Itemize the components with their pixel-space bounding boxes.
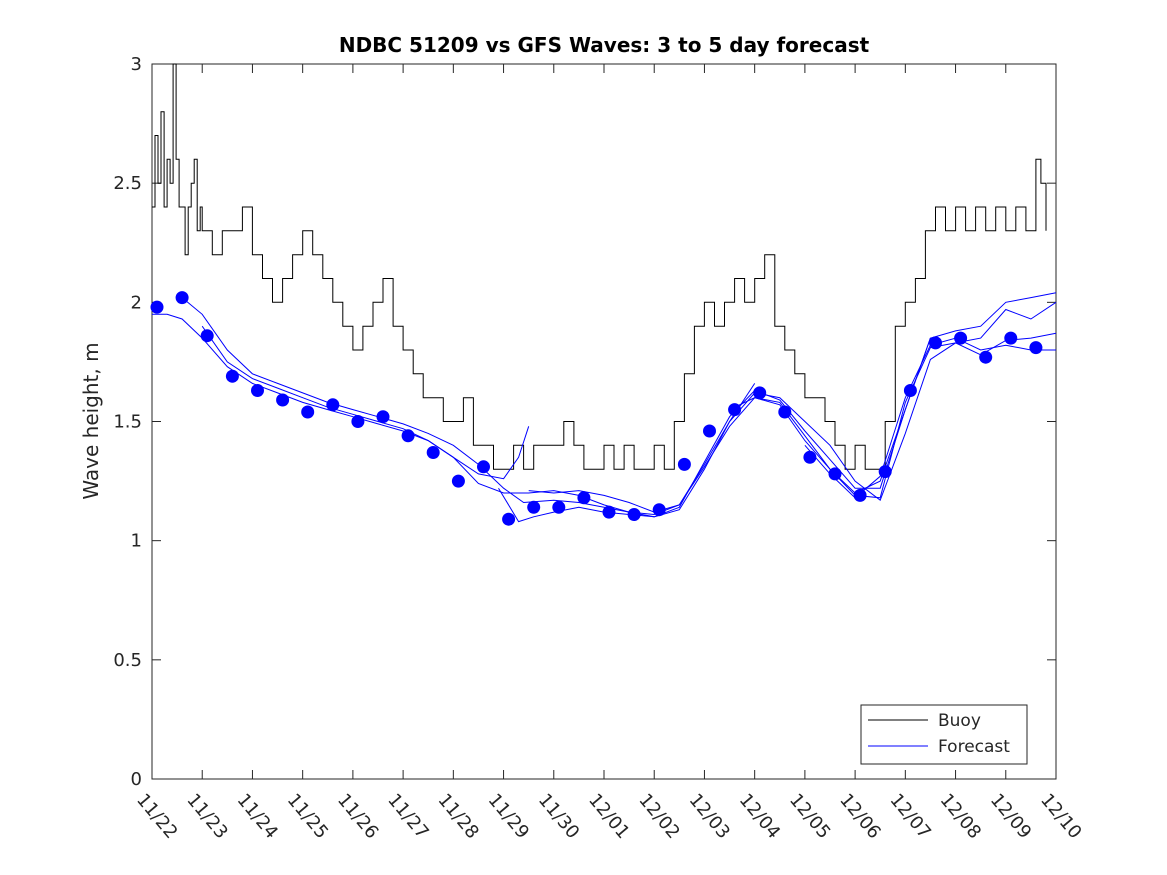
forecast-line-5 — [528, 301, 1057, 513]
forecast-marker — [175, 291, 189, 305]
forecast-marker — [1029, 341, 1043, 355]
legend: Buoy Forecast — [860, 704, 1028, 765]
forecast-marker — [251, 384, 264, 397]
forecast-marker — [577, 491, 591, 505]
forecast-marker — [200, 329, 214, 343]
forecast-line-1 — [152, 313, 530, 480]
forecast-marker — [677, 457, 691, 471]
forecast-marker — [527, 500, 541, 514]
forecast-marker — [753, 386, 767, 400]
forecast-marker — [828, 467, 842, 481]
forecast-line-3 — [201, 325, 931, 516]
forecast-marker — [401, 429, 415, 443]
y-tick-label: 0.5 — [113, 650, 142, 671]
y-tick-label: 2.5 — [113, 173, 142, 194]
forecast-marker — [853, 488, 867, 502]
forecast-marker — [903, 384, 917, 397]
y-tick-label: 1.5 — [113, 412, 142, 433]
forecast-marker — [627, 508, 641, 521]
forecast-marker — [979, 350, 993, 364]
forecast-marker — [351, 415, 365, 428]
plot-layer — [150, 63, 1057, 526]
y-tick-label: 1 — [131, 531, 142, 552]
y-tick-label: 3 — [131, 54, 142, 75]
buoy-line — [152, 63, 1047, 470]
y-axis-label: Wave height, m — [79, 342, 103, 499]
forecast-marker — [451, 474, 465, 488]
forecast-marker — [225, 369, 239, 383]
forecast-marker — [502, 512, 516, 526]
forecast-marker — [376, 410, 390, 424]
forecast-marker — [301, 405, 315, 419]
forecast-marker — [878, 465, 892, 479]
forecast-marker — [778, 405, 792, 419]
forecast-marker — [150, 300, 164, 314]
forecast-marker — [1004, 331, 1018, 345]
legend-forecast-label: Forecast — [938, 737, 1010, 757]
forecast-marker — [426, 446, 440, 459]
forecast-marker — [728, 403, 742, 417]
forecast-marker — [276, 393, 290, 407]
legend-buoy-label: Buoy — [938, 711, 981, 731]
chart-title: NDBC 51209 vs GFS Waves: 3 to 5 day fore… — [339, 33, 870, 57]
forecast-marker — [602, 505, 616, 519]
y-axis: 0 0.5 1 1.5 2 2.5 3 — [113, 54, 1056, 790]
legend-box — [860, 704, 1028, 765]
forecast-marker — [552, 500, 566, 514]
forecast-marker — [652, 503, 666, 517]
plot-area — [151, 63, 1057, 780]
forecast-marker — [929, 336, 942, 350]
y-tick-label: 2 — [131, 292, 142, 313]
forecast-marker — [326, 398, 340, 412]
forecast-marker — [703, 424, 716, 438]
forecast-marker — [954, 331, 968, 345]
forecast-marker — [477, 460, 490, 474]
y-tick-label: 0 — [131, 769, 142, 790]
forecast-marker — [803, 450, 817, 464]
